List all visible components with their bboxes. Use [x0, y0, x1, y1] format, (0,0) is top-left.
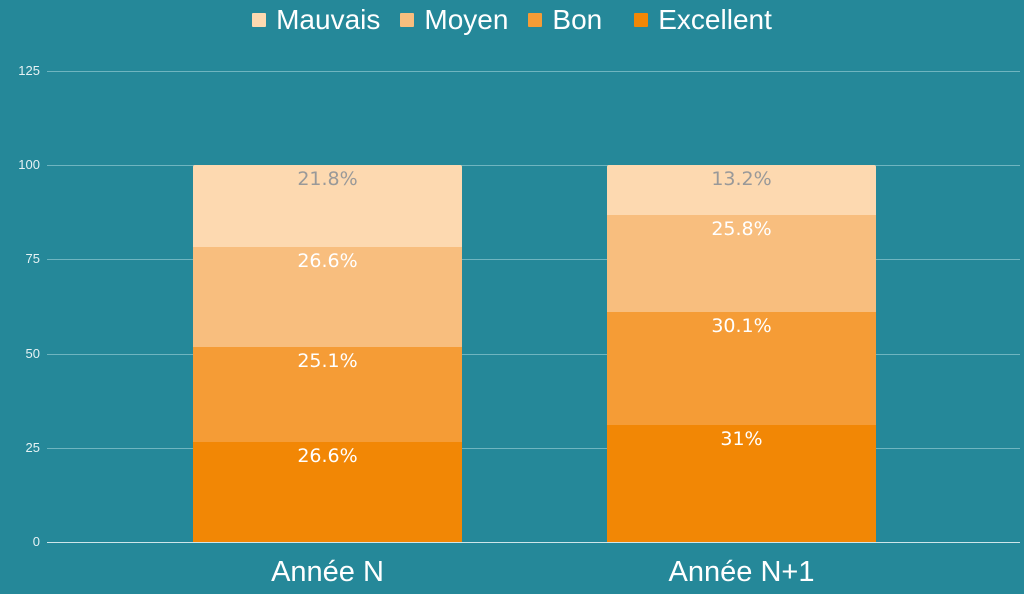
legend-label-bon: Bon	[552, 4, 603, 35]
data-label: 30.1%	[711, 314, 772, 337]
bar-segment-moyen[interactable]: 26.6%	[193, 246, 462, 348]
bar-annee-n[interactable]: 26.6% 25.1% 26.6% 21.8%	[193, 0, 462, 594]
bar-annee-n-plus-1[interactable]: 31% 30.1% 25.8% 13.2%	[607, 0, 876, 594]
bar-segment-mauvais[interactable]: 13.2%	[607, 164, 876, 215]
data-label: 31%	[720, 428, 763, 451]
y-tick-label: 50	[25, 346, 40, 361]
legend-swatch-moyen	[400, 13, 415, 27]
y-tick-label: 0	[32, 534, 40, 549]
bar-segment-moyen[interactable]: 25.8%	[607, 214, 876, 312]
chart-legend: Mauvais Moyen Bon Excellent	[0, 0, 1024, 40]
legend-swatch-excellent	[634, 13, 649, 27]
legend-swatch-mauvais	[252, 13, 267, 27]
data-label: 13.2%	[711, 167, 772, 190]
x-axis-label: Année N	[271, 556, 384, 588]
gridline-50	[47, 354, 1020, 355]
legend-item-moyen[interactable]: Moyen	[400, 4, 508, 36]
x-axis-label: Année N+1	[668, 556, 815, 588]
legend-item-excellent[interactable]: Excellent	[634, 4, 772, 36]
y-tick-label: 125	[18, 63, 40, 78]
gridline-75	[47, 259, 1020, 260]
legend-label-moyen: Moyen	[424, 4, 509, 35]
bar-segment-bon[interactable]: 25.1%	[193, 347, 462, 442]
gridline-0	[47, 542, 1020, 543]
bar-segment-excellent[interactable]: 31%	[607, 425, 876, 542]
gridline-100	[47, 165, 1020, 166]
legend-swatch-bon	[528, 13, 543, 27]
bar-segment-bon[interactable]: 30.1%	[607, 311, 876, 426]
y-tick-label: 100	[18, 157, 40, 172]
gridline-125	[47, 71, 1020, 72]
legend-item-bon[interactable]: Bon	[528, 4, 602, 36]
gridline-25	[47, 448, 1020, 449]
legend-label-mauvais: Mauvais	[276, 4, 381, 35]
data-label: 25.1%	[297, 350, 358, 373]
data-label: 25.8%	[711, 217, 772, 240]
data-label: 26.6%	[297, 444, 358, 467]
bar-segment-mauvais[interactable]: 21.8%	[193, 164, 462, 247]
legend-item-mauvais[interactable]: Mauvais	[252, 4, 380, 36]
data-label: 21.8%	[297, 167, 358, 190]
bar-segment-excellent[interactable]: 26.6%	[193, 441, 462, 542]
y-tick-label: 75	[25, 251, 40, 266]
data-label: 26.6%	[297, 249, 358, 272]
legend-label-excellent: Excellent	[658, 4, 772, 35]
y-tick-label: 25	[25, 440, 40, 455]
